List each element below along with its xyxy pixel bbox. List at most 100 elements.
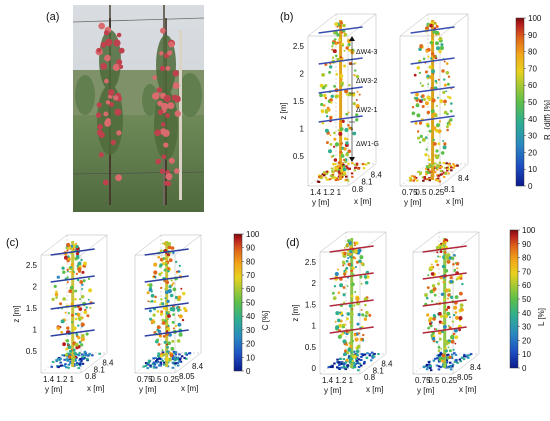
tree-point xyxy=(426,110,430,115)
tree-point xyxy=(425,49,429,53)
tree-point xyxy=(329,116,333,120)
tree-point xyxy=(147,300,150,303)
ground-point xyxy=(354,166,358,169)
tree-point xyxy=(334,320,337,323)
tree-point xyxy=(157,255,160,259)
ground-point xyxy=(329,366,332,368)
tree-point xyxy=(165,307,168,310)
ground-point xyxy=(155,361,158,364)
ground-point xyxy=(436,357,439,360)
x-tick-label: 8.1 xyxy=(373,366,385,375)
tree-point xyxy=(454,262,457,264)
apple xyxy=(160,27,166,34)
ground-point xyxy=(83,351,87,354)
tree-point xyxy=(428,129,432,133)
tree-point xyxy=(432,313,436,317)
ground-point xyxy=(359,364,363,367)
tree-point xyxy=(336,33,340,37)
tree-point xyxy=(443,110,448,115)
ground-point xyxy=(173,363,177,366)
tree-point xyxy=(421,105,425,108)
ground-point xyxy=(425,173,428,176)
tree-point xyxy=(153,300,157,303)
wire xyxy=(410,26,455,34)
tree-point xyxy=(330,101,333,104)
tree-point xyxy=(334,142,340,147)
tree-point xyxy=(345,93,348,96)
tree-point xyxy=(339,311,342,314)
tree-point xyxy=(419,134,423,138)
ground-point xyxy=(176,358,179,361)
ground-point xyxy=(346,364,349,367)
y-tick-label: 0.25 xyxy=(442,376,458,385)
tree-point xyxy=(161,321,166,325)
ground-point xyxy=(366,352,369,355)
tree-point xyxy=(427,155,430,158)
tree-point xyxy=(326,141,329,145)
tree-point xyxy=(442,90,446,94)
tree-point xyxy=(451,320,454,323)
tree-point xyxy=(348,347,351,351)
tree-point xyxy=(153,270,158,275)
tree-point xyxy=(448,349,452,353)
tree-point xyxy=(337,334,342,339)
ground-point xyxy=(86,354,90,357)
ground-point xyxy=(436,179,440,182)
tree-point xyxy=(338,156,341,159)
ground-point xyxy=(184,352,187,355)
ground-point xyxy=(320,177,323,180)
tree-point xyxy=(364,277,367,280)
colorbar-tick-label: 100 xyxy=(522,226,536,235)
tree-point xyxy=(320,102,324,107)
tree-point-cloud xyxy=(146,241,188,367)
ground-point xyxy=(444,172,447,175)
ground-point xyxy=(325,178,329,181)
ground-point xyxy=(373,355,376,358)
ground-point xyxy=(161,360,164,362)
apple xyxy=(165,180,172,187)
tree-point xyxy=(328,70,332,74)
tree-point xyxy=(435,25,439,28)
tree-point xyxy=(165,330,169,333)
tree-point xyxy=(74,298,77,301)
tree-point xyxy=(162,257,166,260)
z-tick-label: 0.5 xyxy=(26,347,38,356)
ground-point xyxy=(434,178,438,181)
tree-point xyxy=(426,286,430,289)
tree-point xyxy=(424,101,429,106)
tree-point xyxy=(334,22,339,26)
apple xyxy=(103,30,110,36)
ground-point xyxy=(57,366,60,369)
z-tick-label: 1 xyxy=(312,322,317,331)
ground-point xyxy=(360,356,363,358)
ground-point xyxy=(445,166,449,169)
tree-point xyxy=(68,349,73,353)
ground-point xyxy=(171,366,175,369)
tree-point xyxy=(331,291,335,295)
apple xyxy=(157,100,163,107)
tree-point xyxy=(165,280,170,285)
tree-point xyxy=(350,269,354,273)
tree-point xyxy=(148,283,153,287)
tree-point xyxy=(446,253,451,258)
ground-point xyxy=(449,361,452,364)
ground-point xyxy=(458,358,462,361)
ground-point xyxy=(348,355,351,358)
apple xyxy=(98,22,105,30)
ground-point xyxy=(454,353,458,356)
wires xyxy=(144,248,189,337)
tree-point xyxy=(83,261,87,266)
tree-point xyxy=(430,57,433,60)
apple xyxy=(96,102,102,108)
tree-point xyxy=(159,249,163,253)
tree-point xyxy=(343,49,346,52)
tree-point xyxy=(354,337,359,342)
ground-point xyxy=(154,357,157,360)
tree-point xyxy=(72,248,75,251)
apple xyxy=(165,173,173,181)
colorbar-label: L [%] xyxy=(537,308,546,326)
tree-point xyxy=(433,171,436,174)
tree-point xyxy=(81,283,84,286)
apple xyxy=(161,102,169,110)
ground-point xyxy=(158,357,161,360)
